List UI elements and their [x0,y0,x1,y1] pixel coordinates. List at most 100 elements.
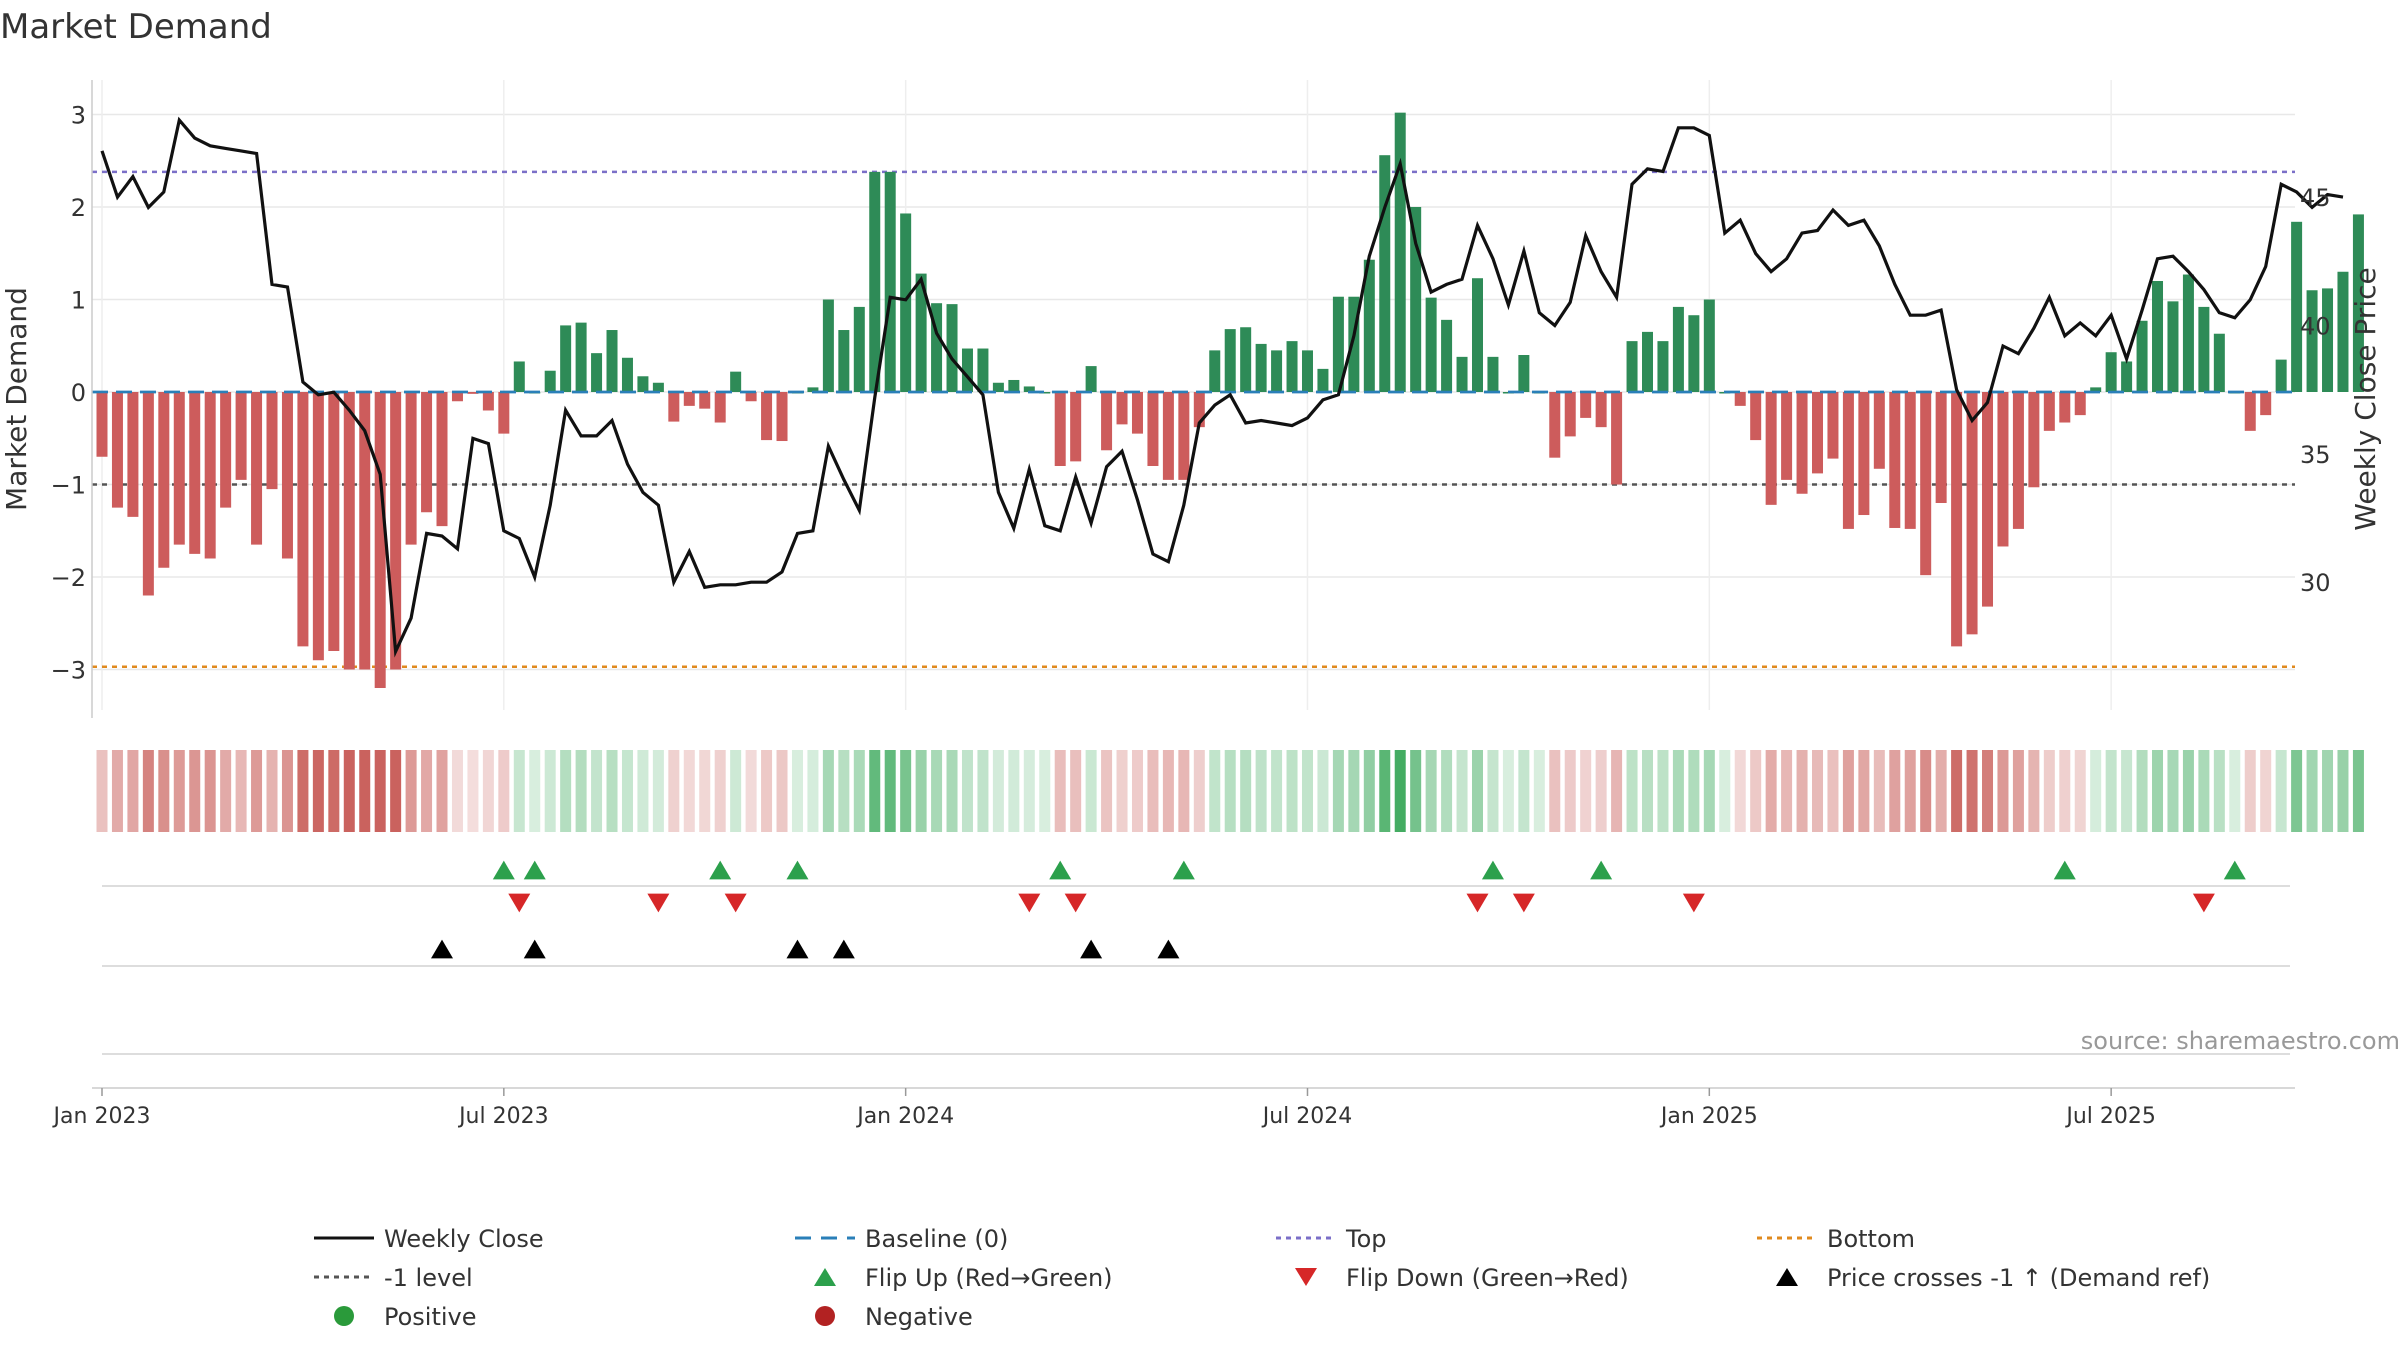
heat-cell [992,750,1004,832]
demand-bar [776,392,788,442]
demand-bar [2105,352,2117,392]
demand-bar [900,213,912,392]
heat-cell [884,750,896,832]
demand-bar [1549,392,1561,458]
demand-bar [1317,368,1329,392]
demand-bar [621,357,633,392]
demand-bar [1997,392,2009,547]
heat-cell [977,750,989,832]
heat-cell [1255,750,1267,832]
heat-cell [1642,750,1653,832]
heat-cell [204,750,216,832]
heat-cell [2244,750,2256,832]
demand-bar [421,392,433,513]
demand-bar [683,392,695,406]
heat-cell [2275,750,2287,832]
heat-cell [1363,750,1375,832]
heat-cell [2306,750,2318,832]
heat-cell [1054,750,1066,832]
demand-bar [1085,366,1097,392]
x-tick-label: Jul 2024 [1261,1104,1353,1129]
heat-cell [343,750,355,832]
demand-bar [2167,301,2179,392]
demand-bar [1301,350,1313,392]
heat-cell [251,750,263,832]
x-axis: Jan 2023 Jul 2023 Jan 2024 Jul 2024 Jan 2025… [52,1087,2295,1129]
demand-bar [142,392,154,596]
heat-cell [1023,750,1035,832]
demand-bar [1688,315,1700,392]
heat-cell [1533,750,1545,832]
heat-cell [1889,750,1901,832]
flip-up-marker [1172,860,1195,880]
heat-cell [1719,750,1731,832]
heat-cell [1580,750,1592,832]
demand-bar [1672,306,1684,392]
demand-bar [498,392,510,434]
demand-bar [1363,259,1375,392]
heat-cell [791,750,803,832]
demand-bar [359,392,371,670]
heat-cell [1734,750,1746,832]
demand-bar [451,392,463,402]
legend-label: Weekly Close [384,1225,544,1253]
heat-cell [1688,750,1700,832]
demand-bar [714,392,726,423]
demand-bar [1410,207,1422,392]
demand-bar [204,392,216,559]
demand-bar [807,387,819,392]
heat-cell [2229,750,2241,832]
y2-tick-label: 30 [2300,569,2331,597]
y2-tick-label: 35 [2300,441,2331,469]
heat-cell [807,750,819,832]
heat-cell [1765,750,1777,832]
source-note: source: sharemaestro.com [2081,1027,2400,1055]
demand-bar [1240,327,1252,392]
legend-label: Top [1345,1225,1387,1253]
demand-bar [220,392,232,508]
heat-cell [2074,750,2086,832]
heat-cell [1271,750,1283,832]
heat-cell [1317,750,1329,832]
demand-bar [1889,392,1901,528]
demand-bar [467,392,479,394]
flip-up-marker [709,860,732,880]
demand-bar [591,353,603,392]
demand-bar [1456,356,1468,392]
demand-bar [96,392,108,457]
heat-cell [1703,750,1715,832]
heat-cell [714,750,726,832]
demand-bar [761,392,773,441]
heat-cell [1101,750,1113,832]
demand-bar [2275,359,2287,392]
heat-cell [2012,750,2024,832]
heat-cell [1147,750,1159,832]
heat-cell [2059,750,2071,832]
demand-bar [1904,392,1916,529]
demand-bar [1935,392,1947,503]
flip-up-marker [1590,860,1613,880]
heat-cell [1750,750,1762,832]
legend-swatch [815,1306,835,1326]
demand-bar [297,392,309,647]
demand-bar [513,361,525,392]
demand-bar [1734,392,1746,406]
heat-cell [1441,750,1453,832]
heat-cell [421,750,433,832]
heat-cell [838,750,850,832]
heat-cell [1348,750,1360,832]
heat-cell [328,750,340,832]
flip-down-marker [1512,893,1535,913]
heat-cell [621,750,633,832]
x-tick-label: Jul 2023 [457,1104,549,1129]
demand-bar [838,330,850,392]
demand-bar [1332,296,1344,392]
legend: Weekly Close Baseline (0) Top Bottom -1 leve… [314,1225,2210,1331]
flip-down-marker [1682,893,1705,913]
demand-bar [1162,392,1174,480]
demand-bar [637,376,649,392]
heat-cell [158,750,170,832]
heat-cell [1626,750,1638,832]
demand-bar [1842,392,1854,529]
